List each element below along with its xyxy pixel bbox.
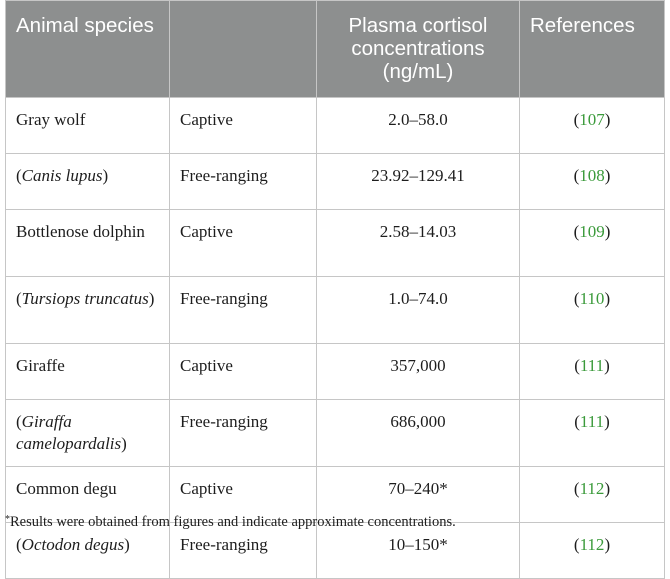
- header-references: References: [519, 0, 665, 98]
- table-row: Giraffe Captive 357,000 (111): [5, 343, 665, 400]
- condition-cell: Captive: [169, 209, 317, 277]
- reference-cell: (111): [519, 343, 665, 400]
- header-row: Animal species Plasma cortisol concentra…: [5, 0, 665, 98]
- table-row: Bottlenose dolphin Captive 2.58–14.03 (1…: [5, 209, 665, 277]
- reference-cell: (112): [519, 522, 665, 579]
- table-row: (Tursiops truncatus) Free-ranging 1.0–74…: [5, 276, 665, 344]
- cortisol-cell: 686,000: [316, 399, 520, 467]
- condition-cell: Captive: [169, 466, 317, 523]
- species-cell: Bottlenose dolphin: [5, 209, 170, 277]
- header-animal-species: Animal species: [5, 0, 170, 98]
- cortisol-cell: 357,000: [316, 343, 520, 400]
- reference-link[interactable]: 110: [579, 289, 605, 308]
- condition-cell: Captive: [169, 343, 317, 400]
- cortisol-cell: 1.0–74.0: [316, 276, 520, 344]
- species-cell: (Canis lupus): [5, 153, 170, 210]
- footnote-marker: *: [5, 514, 10, 525]
- table-row: (Canis lupus) Free-ranging 23.92–129.41 …: [5, 153, 665, 210]
- reference-link[interactable]: 111: [579, 412, 605, 431]
- scientific-name: Giraffa camelopardalis: [16, 412, 122, 453]
- cortisol-cell: 23.92–129.41: [316, 153, 520, 210]
- cortisol-table: Animal species Plasma cortisol concentra…: [5, 0, 665, 579]
- condition-cell: Free-ranging: [169, 276, 317, 344]
- footnote-text: Results were obtained from figures and i…: [10, 514, 456, 530]
- reference-cell: (107): [519, 97, 665, 154]
- species-cell: (Giraffa camelopardalis): [5, 399, 170, 467]
- scientific-name: Octodon degus: [21, 535, 125, 554]
- header-plasma-cortisol: Plasma cortisol concentrations (ng/mL): [316, 0, 520, 98]
- species-cell: Common degu: [5, 466, 170, 523]
- reference-cell: (109): [519, 209, 665, 277]
- reference-link[interactable]: 112: [579, 535, 605, 554]
- species-cell: (Tursiops truncatus): [5, 276, 170, 344]
- scientific-name: Tursiops truncatus: [21, 289, 149, 308]
- reference-cell: (110): [519, 276, 665, 344]
- header-condition: [169, 0, 317, 98]
- reference-link[interactable]: 108: [579, 166, 605, 185]
- reference-cell: (111): [519, 399, 665, 467]
- condition-cell: Free-ranging: [169, 399, 317, 467]
- reference-link[interactable]: 111: [579, 356, 605, 375]
- condition-cell: Free-ranging: [169, 153, 317, 210]
- table-row: Gray wolf Captive 2.0–58.0 (107): [5, 97, 665, 154]
- reference-link[interactable]: 107: [579, 110, 605, 129]
- species-cell: Gray wolf: [5, 97, 170, 154]
- reference-link[interactable]: 109: [579, 222, 605, 241]
- cortisol-cell: 2.0–58.0: [316, 97, 520, 154]
- table-row: (Giraffa camelopardalis) Free-ranging 68…: [5, 399, 665, 467]
- species-cell: Giraffe: [5, 343, 170, 400]
- cortisol-cell: 2.58–14.03: [316, 209, 520, 277]
- table-row: Common degu Captive 70–240* (112): [5, 466, 665, 523]
- reference-cell: (112): [519, 466, 665, 523]
- reference-link[interactable]: 112: [579, 479, 605, 498]
- reference-cell: (108): [519, 153, 665, 210]
- table-footnote: *Results were obtained from figures and …: [5, 514, 456, 531]
- condition-cell: Captive: [169, 97, 317, 154]
- scientific-name: Canis lupus: [21, 166, 103, 185]
